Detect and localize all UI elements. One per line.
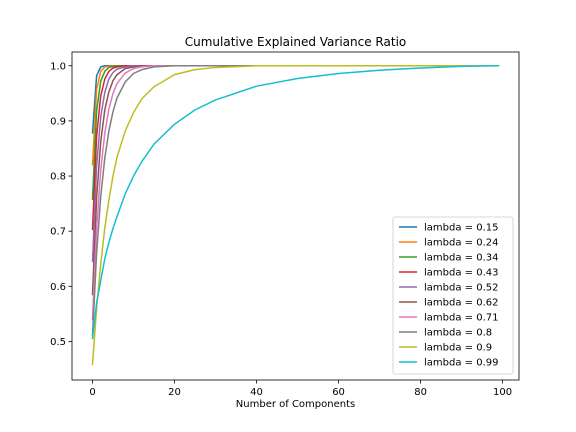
legend-label: lambda = 0.52 xyxy=(424,283,498,294)
legend: lambda = 0.15 lambda = 0.24 lambda = 0.34 l… xyxy=(392,216,514,375)
legend-label: lambda = 0.99 xyxy=(424,358,498,369)
series-line-10 xyxy=(91,65,500,340)
chart-title: Cumulative Explained Variance Ratio xyxy=(185,35,407,49)
legend-label: lambda = 0.71 xyxy=(424,313,498,324)
series-line-9 xyxy=(91,65,500,366)
legend-box xyxy=(392,216,514,375)
y-axis-ticks: 0.5 0.6 0.7 0.8 0.9 1.0 xyxy=(50,61,72,348)
x-tick-label: 20 xyxy=(168,387,181,398)
series-lines xyxy=(91,65,500,366)
x-tick-label: 60 xyxy=(332,387,345,398)
legend-label: lambda = 0.43 xyxy=(424,268,498,279)
x-tick-label: 80 xyxy=(414,387,427,398)
y-tick-label: 0.8 xyxy=(50,172,66,183)
legend-label: lambda = 0.34 xyxy=(424,253,498,264)
x-tick-label: 0 xyxy=(89,387,95,398)
plot-frame xyxy=(71,51,520,381)
y-tick-label: 0.7 xyxy=(50,227,66,238)
legend-label: lambda = 0.9 xyxy=(424,343,492,354)
y-tick-label: 0.9 xyxy=(50,116,66,127)
x-tick-label: 100 xyxy=(493,387,512,398)
legend-label: lambda = 0.62 xyxy=(424,298,498,309)
legend-label: lambda = 0.24 xyxy=(424,238,498,249)
x-tick-label: 40 xyxy=(250,387,263,398)
y-tick-label: 0.5 xyxy=(50,337,66,348)
y-tick-label: 1.0 xyxy=(50,61,66,72)
x-axis-ticks: 0 20 40 60 80 100 xyxy=(89,380,512,398)
legend-label: lambda = 0.8 xyxy=(424,328,492,339)
y-tick-label: 0.6 xyxy=(50,282,66,293)
legend-label: lambda = 0.15 xyxy=(424,223,498,234)
x-axis-label: Number of Components xyxy=(236,399,355,410)
